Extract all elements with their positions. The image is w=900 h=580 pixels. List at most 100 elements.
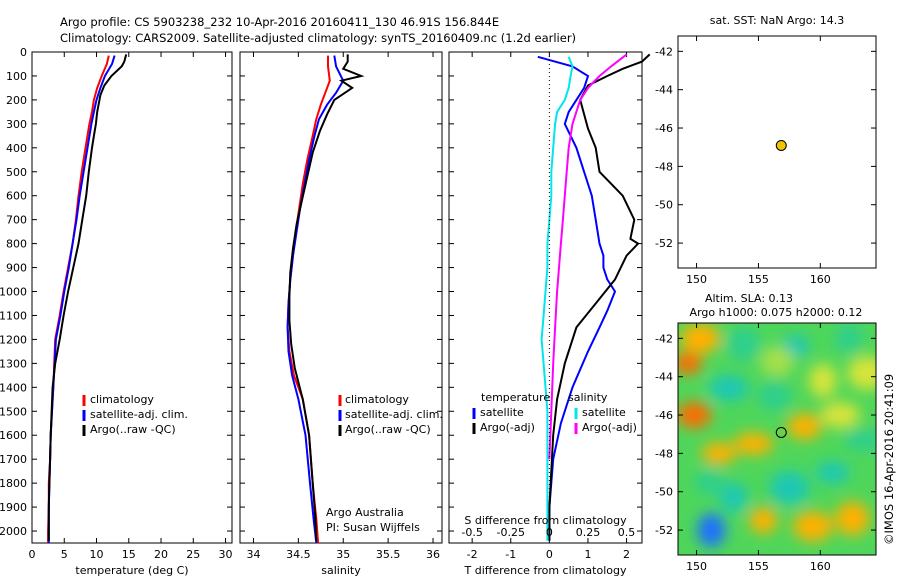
series-line-0 bbox=[47, 55, 110, 543]
series-line-2 bbox=[47, 54, 128, 541]
y-tick-label: 1700 bbox=[0, 453, 27, 466]
sla-anomaly-cell bbox=[726, 327, 761, 362]
longitude-tick-label: 160 bbox=[810, 560, 831, 573]
longitude-tick-label: 150 bbox=[686, 560, 707, 573]
s-tick-label: -0.25 bbox=[497, 526, 525, 539]
sla-anomaly-cell bbox=[678, 352, 702, 375]
latitude-tick-label: -52 bbox=[655, 237, 673, 250]
y-tick-label: 1400 bbox=[0, 381, 27, 394]
x-tick-label: 36 bbox=[426, 548, 440, 561]
sla-anomaly-cell bbox=[815, 461, 850, 484]
x-tick-label: 30 bbox=[219, 548, 233, 561]
annotation-line: Argo Australia bbox=[326, 506, 404, 519]
y-tick-label: 800 bbox=[6, 238, 27, 251]
latitude-tick-label: -48 bbox=[655, 160, 673, 173]
y-tick-label: 400 bbox=[6, 142, 27, 155]
imos-timestamp-label: ©IMOS 16-Apr-2016 20:41:09 bbox=[882, 374, 896, 545]
latitude-tick-label: -44 bbox=[655, 371, 673, 384]
plot-frame bbox=[448, 51, 643, 544]
y-tick-label: 1000 bbox=[0, 286, 27, 299]
altimetry-title: Altim. SLA: 0.13 bbox=[705, 292, 793, 305]
sla-anomaly-cell bbox=[719, 482, 748, 513]
x-tick-label: 2 bbox=[623, 548, 630, 561]
series-line-3 bbox=[548, 53, 628, 460]
sla-anomaly-cell bbox=[787, 413, 822, 440]
annotation-line: PI: Susan Wijffels bbox=[326, 521, 420, 534]
y-tick-label: 1800 bbox=[0, 477, 27, 490]
x-tick-label: 35 bbox=[336, 548, 350, 561]
series-line-1 bbox=[286, 55, 345, 544]
y-tick-label: 600 bbox=[6, 190, 27, 203]
sla-anomaly-cell bbox=[697, 513, 726, 548]
sla-anomaly-cell bbox=[843, 428, 876, 451]
y-tick-label: 200 bbox=[6, 94, 27, 107]
y-tick-label: 1900 bbox=[0, 501, 27, 514]
series-line-2 bbox=[540, 56, 574, 541]
legend-entry: Argo(-adj) bbox=[480, 421, 535, 434]
sla-anomaly-cell bbox=[820, 402, 861, 429]
legend-entry: satellite-adj. clim. bbox=[90, 408, 188, 421]
sla-anomaly-cell bbox=[757, 380, 792, 411]
figure-title-line1: Argo profile: CS 5903238_232 10-Apr-2016… bbox=[60, 15, 499, 29]
s-tick-label: 0.25 bbox=[576, 526, 601, 539]
sla-anomaly-cell bbox=[760, 346, 794, 377]
x-tick-label: 20 bbox=[154, 548, 168, 561]
y-tick-label: 1300 bbox=[0, 357, 27, 370]
y-tick-label: 2000 bbox=[0, 525, 27, 538]
legend-entry: satellite-adj. clim. bbox=[345, 408, 443, 421]
x-tick-label: -2 bbox=[467, 548, 478, 561]
x-tick-label: 34.5 bbox=[286, 548, 311, 561]
latitude-tick-label: -50 bbox=[655, 199, 673, 212]
map-frame bbox=[677, 322, 877, 556]
x-tick-label: 25 bbox=[186, 548, 200, 561]
legend-entry: climatology bbox=[345, 393, 409, 406]
x-tick-label: 35.5 bbox=[376, 548, 401, 561]
sla-anomaly-cell bbox=[701, 442, 736, 465]
x-tick-label: 0 bbox=[29, 548, 36, 561]
difference-profile-panel: -2 -1 0 1 2 T difference from climatology -0.5… bbox=[448, 51, 651, 577]
x-tick-label: 15 bbox=[122, 548, 136, 561]
sla-anomaly-cell bbox=[769, 470, 810, 505]
legend-title-temperature: temperature bbox=[481, 391, 550, 404]
sla-anomaly-cell bbox=[678, 402, 712, 429]
s-tick-label: -0.5 bbox=[461, 526, 482, 539]
legend-entry: Argo(..raw -QC) bbox=[345, 423, 431, 436]
latitude-tick-label: -42 bbox=[655, 332, 673, 345]
series-line-2 bbox=[288, 54, 365, 541]
latitude-tick-label: -50 bbox=[655, 486, 673, 499]
heatmap-cells bbox=[678, 323, 876, 548]
sla-anomaly-cell bbox=[694, 469, 723, 496]
y-tick-label: 1100 bbox=[0, 309, 27, 322]
latitude-tick-label: -42 bbox=[655, 45, 673, 58]
sla-anomaly-cell bbox=[733, 432, 774, 455]
legend-entry: satellite bbox=[480, 406, 524, 419]
x-axis-label: T difference from climatology bbox=[464, 564, 627, 577]
y-tick-label: 900 bbox=[6, 262, 27, 275]
y-tick-label: 1600 bbox=[0, 429, 27, 442]
altimetry-heatmap bbox=[678, 323, 876, 555]
plot-frame bbox=[239, 51, 443, 544]
x-axis-label: temperature (deg C) bbox=[75, 564, 188, 577]
y-tick-label: 100 bbox=[6, 70, 27, 83]
sla-anomaly-cell bbox=[847, 355, 876, 390]
altimetry-subtitle: Argo h1000: 0.075 h2000: 0.12 bbox=[690, 306, 863, 319]
latitude-tick-label: -48 bbox=[655, 447, 673, 460]
latitude-tick-label: -52 bbox=[655, 524, 673, 537]
sla-anomaly-cell bbox=[835, 501, 870, 536]
legend-entry: Argo(-adj) bbox=[582, 421, 637, 434]
y-tick-label: 1200 bbox=[0, 333, 27, 346]
sla-anomaly-cell bbox=[808, 363, 837, 398]
y-tick-label: 0 bbox=[20, 46, 27, 59]
x-tick-label: 34 bbox=[246, 548, 260, 561]
series-line-0 bbox=[537, 55, 617, 541]
x-axis-label: salinity bbox=[321, 564, 361, 577]
x-tick-label: 0 bbox=[546, 548, 553, 561]
longitude-tick-label: 160 bbox=[810, 273, 831, 286]
longitude-tick-label: 155 bbox=[748, 273, 769, 286]
latitude-tick-label: -44 bbox=[655, 84, 673, 97]
legend-entry: climatology bbox=[90, 393, 154, 406]
x-tick-label: 10 bbox=[90, 548, 104, 561]
sla-anomaly-cell bbox=[708, 375, 749, 402]
